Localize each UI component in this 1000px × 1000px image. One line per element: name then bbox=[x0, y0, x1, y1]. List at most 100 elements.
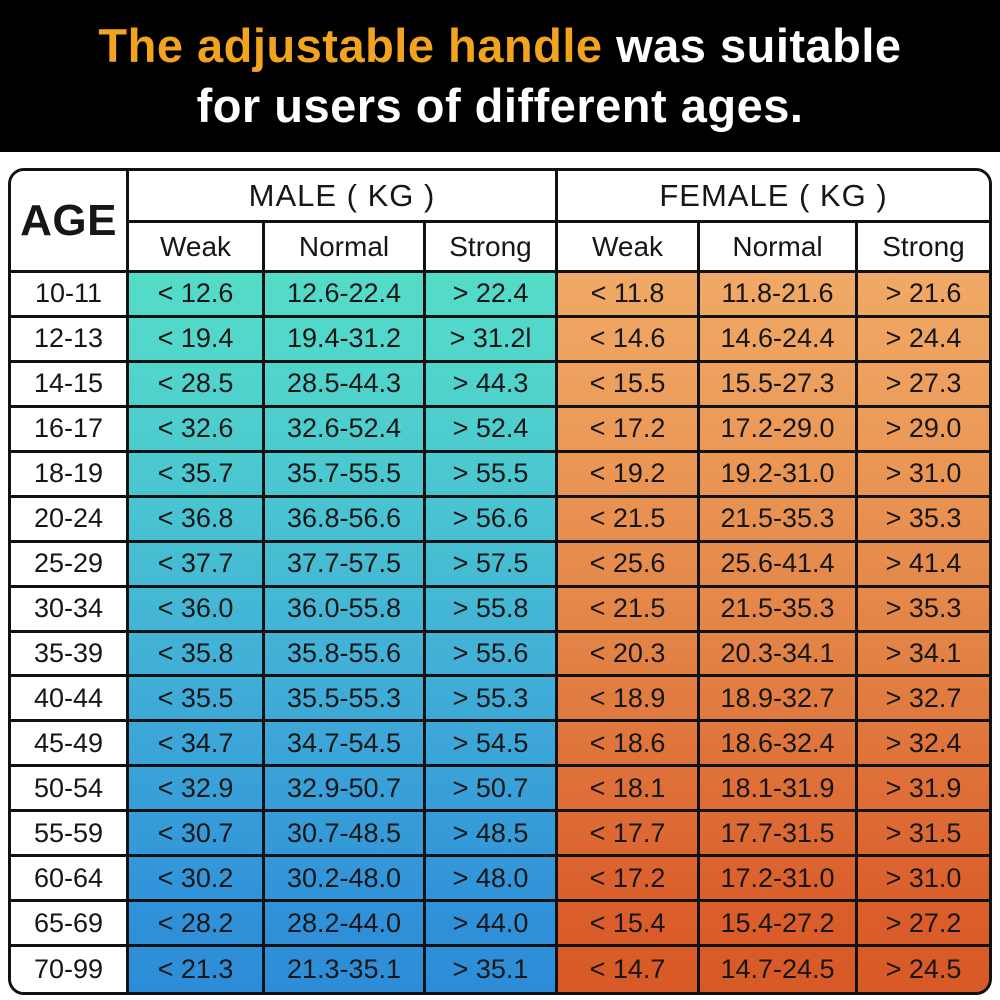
female-weak-header: Weak bbox=[558, 223, 700, 273]
male-value-cell: 32.6-52.4 bbox=[265, 407, 426, 453]
male-value-cell: > 55.3 bbox=[426, 677, 558, 723]
male-value-cell: < 21.3 bbox=[129, 947, 265, 992]
female-value-cell: > 29.0 bbox=[858, 408, 989, 453]
male-value-cell: < 36.8 bbox=[129, 497, 265, 543]
age-cell: 45-49 bbox=[11, 722, 129, 768]
male-value-cell: < 37.7 bbox=[129, 542, 265, 588]
female-value-cell: 21.5-35.3 bbox=[700, 587, 858, 633]
title-line-1: The adjustable handle was suitable bbox=[98, 17, 901, 75]
male-value-cell: < 36.0 bbox=[129, 587, 265, 633]
age-cell: 65-69 bbox=[11, 902, 129, 948]
title-line-1-rest: was suitable bbox=[602, 19, 902, 72]
age-cell: 20-24 bbox=[11, 497, 129, 543]
male-value-cell: 35.5-55.3 bbox=[265, 677, 426, 723]
male-value-cell: < 28.5 bbox=[129, 362, 265, 408]
female-value-cell: < 18.9 bbox=[558, 677, 700, 723]
female-value-cell: 18.1-31.9 bbox=[700, 767, 858, 813]
male-value-cell: > 48.5 bbox=[426, 812, 558, 858]
male-value-cell: > 55.5 bbox=[426, 452, 558, 498]
male-value-cell: > 56.6 bbox=[426, 497, 558, 543]
female-value-cell: 17.2-31.0 bbox=[700, 857, 858, 903]
male-value-cell: < 30.2 bbox=[129, 857, 265, 903]
male-normal-header: Normal bbox=[265, 223, 426, 273]
female-value-cell: 14.7-24.5 bbox=[700, 947, 858, 992]
age-cell: 18-19 bbox=[11, 452, 129, 498]
female-value-cell: < 17.2 bbox=[558, 407, 700, 453]
female-value-cell: 17.7-31.5 bbox=[700, 812, 858, 858]
male-value-cell: < 32.6 bbox=[129, 407, 265, 453]
female-value-cell: > 24.5 bbox=[885, 954, 962, 985]
title-line-2: for users of different ages. bbox=[196, 79, 804, 132]
female-value-cell: > 32.4 bbox=[858, 722, 989, 768]
age-cell: 25-29 bbox=[11, 542, 129, 588]
female-value-cell: 15.5-27.3 bbox=[700, 362, 858, 408]
male-value-cell: > 35.1 bbox=[426, 947, 558, 992]
female-value-cell: < 14.6 bbox=[558, 317, 700, 363]
female-value-cell: < 18.1 bbox=[558, 767, 700, 813]
female-value-cell: > 34.1 bbox=[858, 633, 989, 678]
female-value-cell: < 14.7 bbox=[558, 947, 700, 992]
age-cell: 35-39 bbox=[11, 632, 129, 678]
male-value-cell: > 31.2l bbox=[426, 317, 558, 363]
female-value-cell: 17.2-29.0 bbox=[700, 407, 858, 453]
male-value-cell: < 35.5 bbox=[129, 677, 265, 723]
male-value-cell: 30.7-48.5 bbox=[265, 812, 426, 858]
male-value-cell: 28.2-44.0 bbox=[265, 902, 426, 948]
female-value-cell: < 21.5 bbox=[558, 587, 700, 633]
female-value-cell: < 17.7 bbox=[558, 812, 700, 858]
male-value-cell: < 30.7 bbox=[129, 812, 265, 858]
age-header-cell: AGE bbox=[11, 171, 129, 273]
female-value-cell: > 35.3 bbox=[858, 588, 989, 633]
age-cell: 60-64 bbox=[11, 857, 129, 903]
female-value-cell: < 19.2 bbox=[558, 452, 700, 498]
female-value-cell: 20.3-34.1 bbox=[700, 632, 858, 678]
male-value-cell: < 19.4 bbox=[129, 317, 265, 363]
male-value-cell: < 28.2 bbox=[129, 902, 265, 948]
male-value-cell: 30.2-48.0 bbox=[265, 857, 426, 903]
female-value-cell: > 31.0 bbox=[858, 453, 989, 498]
male-value-cell: 32.9-50.7 bbox=[265, 767, 426, 813]
male-value-cell: < 34.7 bbox=[129, 722, 265, 768]
female-value-cell: > 41.4 bbox=[858, 543, 989, 588]
male-value-cell: 12.6-22.4 bbox=[265, 273, 426, 318]
female-normal-header: Normal bbox=[700, 223, 858, 273]
age-cell: 70-99 bbox=[11, 947, 129, 992]
female-strong-header: Strong bbox=[858, 223, 989, 273]
male-value-cell: 35.8-55.6 bbox=[265, 632, 426, 678]
age-cell: 10-11 bbox=[11, 273, 129, 318]
female-value-cell: > 27.2 bbox=[858, 902, 989, 948]
female-value-cell: < 21.5 bbox=[558, 497, 700, 543]
title-highlight: The adjustable handle bbox=[98, 19, 603, 72]
female-value-cell: < 17.2 bbox=[558, 857, 700, 903]
male-value-cell: 28.5-44.3 bbox=[265, 362, 426, 408]
male-strong-header: Strong bbox=[426, 223, 558, 273]
female-value-cell: 11.8-21.6 bbox=[700, 273, 858, 318]
male-value-cell: 37.7-57.5 bbox=[265, 542, 426, 588]
female-value-cell: < 20.3 bbox=[558, 632, 700, 678]
female-value-cell: 18.6-32.4 bbox=[700, 722, 858, 768]
female-value-cell: < 25.6 bbox=[558, 542, 700, 588]
female-value-cell: > 31.5 bbox=[858, 812, 989, 858]
female-value-cell: > 32.7 bbox=[858, 677, 989, 723]
age-cell: 14-15 bbox=[11, 362, 129, 408]
strength-table: AGE MALE ( KG ) FEMALE ( KG ) Weak Norma… bbox=[8, 168, 992, 995]
female-value-cell: < 15.5 bbox=[558, 362, 700, 408]
male-value-cell: > 48.0 bbox=[426, 857, 558, 903]
male-value-cell: > 44.3 bbox=[426, 362, 558, 408]
age-cell: 55-59 bbox=[11, 812, 129, 858]
female-value-cell: > 27.3 bbox=[858, 363, 989, 408]
age-cell: 30-34 bbox=[11, 587, 129, 633]
female-value-cell: < 11.8 bbox=[558, 273, 700, 318]
female-value-cell: 18.9-32.7 bbox=[700, 677, 858, 723]
age-cell: 40-44 bbox=[11, 677, 129, 723]
female-value-cell: < 15.4 bbox=[558, 902, 700, 948]
male-value-cell: > 55.8 bbox=[426, 587, 558, 633]
male-value-cell: 19.4-31.2 bbox=[265, 317, 426, 363]
female-value-cell: 15.4-27.2 bbox=[700, 902, 858, 948]
female-value-cell: < 18.6 bbox=[558, 722, 700, 768]
male-value-cell: < 35.8 bbox=[129, 632, 265, 678]
female-value-cell: 19.2-31.0 bbox=[700, 452, 858, 498]
female-value-cell: > 24.4 bbox=[858, 318, 989, 363]
male-value-cell: > 55.6 bbox=[426, 632, 558, 678]
